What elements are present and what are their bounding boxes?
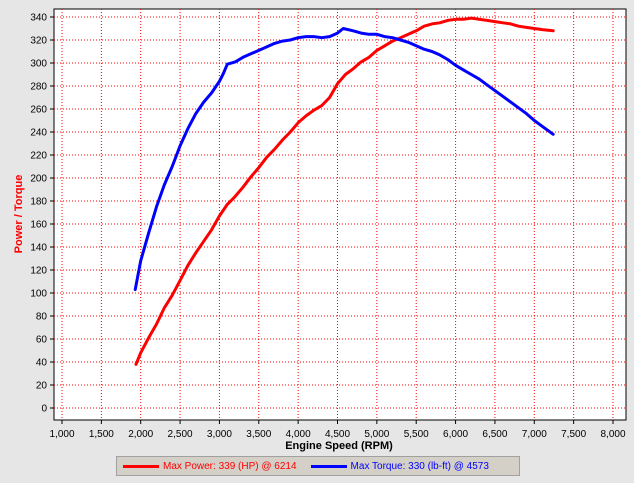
- x-axis-label: Engine Speed (RPM): [285, 440, 393, 452]
- y-tick-label: 300: [30, 59, 47, 70]
- x-tick-label: 1,500: [89, 429, 114, 440]
- x-tick-label: 2,000: [128, 429, 153, 440]
- y-tick-label: 220: [30, 151, 47, 162]
- x-tick-label: 7,000: [522, 429, 547, 440]
- dyno-chart: 1,000 1,500 2,000 2,500 3,000 3,500 4,000 4,500…: [13, 8, 627, 452]
- y-tick-label: 80: [36, 312, 48, 323]
- x-tick-label: 3,500: [246, 429, 271, 440]
- legend-swatch-power: [123, 464, 159, 468]
- x-tick-label: 8,000: [600, 429, 625, 440]
- x-tick-label: 1,000: [49, 429, 74, 440]
- y-tick-label: 200: [30, 174, 47, 185]
- y-tick-label: 180: [30, 197, 47, 208]
- x-tick-label: 4,000: [286, 429, 311, 440]
- y-tick-label: 160: [30, 220, 47, 231]
- y-tick-labels: 0 20 40 60 80 100 120 140 160 180 200 220 240 260 280 3…: [30, 13, 54, 415]
- y-tick-label: 60: [36, 335, 48, 346]
- x-tick-label: 7,500: [561, 429, 586, 440]
- y-tick-label: 120: [30, 266, 47, 277]
- y-tick-label: 100: [30, 289, 47, 300]
- x-tick-labels: 1,000 1,500 2,000 2,500 3,000 3,500 4,000 4,500…: [49, 420, 626, 440]
- x-tick-label: 5,000: [364, 429, 389, 440]
- y-tick-label: 280: [30, 82, 47, 93]
- x-tick-label: 6,500: [482, 429, 507, 440]
- y-tick-label: 320: [30, 36, 47, 47]
- x-tick-label: 3,000: [207, 429, 232, 440]
- legend-swatch-torque: [310, 464, 347, 468]
- legend-item-power: Max Power: 339 (HP) @ 6214: [123, 461, 297, 472]
- y-tick-label: 260: [30, 105, 47, 116]
- torque-curve: [133, 27, 555, 292]
- y-tick-label: 40: [36, 358, 48, 369]
- y-tick-label: 240: [30, 128, 47, 139]
- x-tick-label: 2,500: [168, 429, 193, 440]
- legend-label-power: Max Power: 339 (HP) @ 6214: [163, 460, 297, 472]
- series-lines: [133, 16, 555, 366]
- y-tick-label: 20: [36, 381, 48, 392]
- x-tick-label: 4,500: [325, 429, 350, 440]
- y-tick-label: 340: [30, 13, 47, 24]
- y-tick-label: 140: [30, 243, 47, 254]
- y-tick-label: 0: [41, 404, 47, 415]
- plot-area: [53, 8, 627, 421]
- legend-item-torque: Max Torque: 330 (lb-ft) @ 4573: [310, 460, 489, 472]
- x-tick-label: 6,000: [443, 429, 468, 440]
- x-tick-label: 5,500: [404, 429, 429, 440]
- legend-label-torque: Max Torque: 330 (lb-ft) @ 4573: [350, 460, 489, 472]
- legend: Max Power: 339 (HP) @ 6214 Max Torque: 3…: [116, 456, 520, 476]
- power-curve: [134, 16, 555, 366]
- y-axis-label: Power / Torque: [13, 175, 25, 254]
